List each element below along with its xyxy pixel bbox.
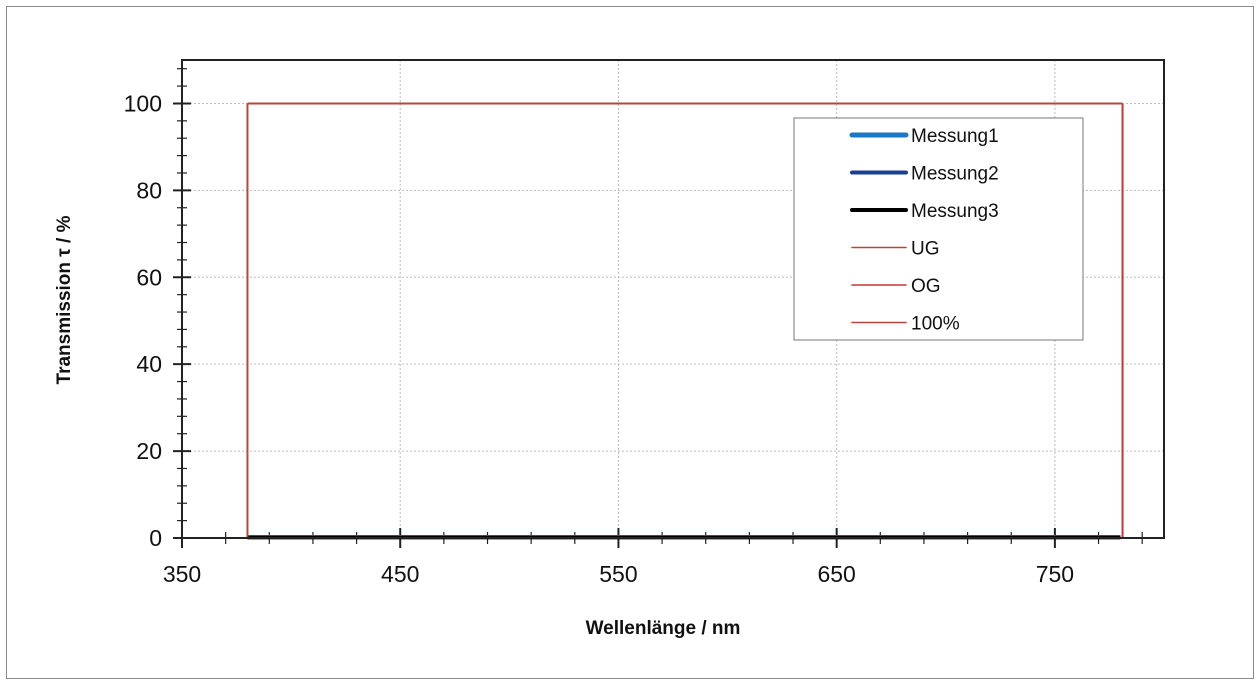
y-axis-ticks: 0 20 40 60 80 100 (124, 90, 162, 551)
legend-label: 100% (911, 314, 960, 335)
x-axis-ticks: 350 450 550 650 750 (163, 561, 1074, 587)
legend-label: Messung1 (911, 126, 999, 147)
legend-label: Messung3 (911, 201, 999, 222)
y-axis-title: Transmission τ / % (54, 215, 75, 384)
x-tick-label: 650 (817, 561, 855, 587)
y-tick-label: 0 (149, 525, 162, 551)
x-tick-label: 350 (163, 561, 201, 587)
plot-area-border (181, 59, 1165, 539)
y-tick-label: 80 (136, 177, 162, 203)
legend: Messung1 Messung2 Messung3 UG OG 100% (793, 117, 1084, 341)
y-tick-label: 60 (136, 264, 162, 290)
x-tick-label: 550 (599, 561, 637, 587)
y-tick-label: 40 (136, 351, 162, 377)
x-tick-label: 450 (381, 561, 419, 587)
legend-label: Messung2 (911, 164, 999, 185)
x-tick-label: 750 (1036, 561, 1074, 587)
x-axis-title: Wellenlänge / nm (586, 618, 741, 639)
legend-box (793, 117, 1084, 341)
y-tick-label: 20 (136, 438, 162, 464)
legend-label: OG (911, 276, 941, 297)
legend-label: UG (911, 239, 940, 260)
y-tick-label: 100 (124, 90, 162, 116)
